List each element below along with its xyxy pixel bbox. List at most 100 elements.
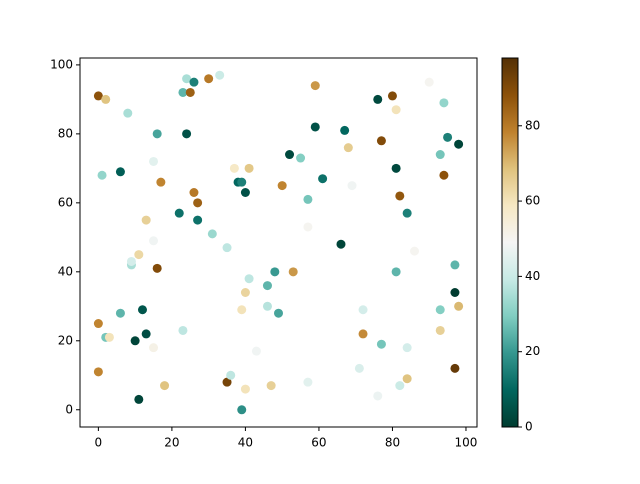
scatter-point xyxy=(310,122,320,132)
scatter-point xyxy=(454,301,464,311)
y-tick-label: 0 xyxy=(65,402,73,416)
scatter-point xyxy=(237,405,247,415)
scatter-point xyxy=(226,370,236,380)
scatter-point xyxy=(215,70,225,80)
x-tick-label: 60 xyxy=(311,436,326,450)
scatter-point xyxy=(93,91,103,101)
scatter-point xyxy=(251,346,261,356)
scatter-point xyxy=(288,267,298,277)
x-tick-label: 0 xyxy=(95,436,103,450)
scatter-point xyxy=(285,150,295,160)
scatter-point xyxy=(97,170,107,180)
x-tick-label: 80 xyxy=(385,436,400,450)
scatter-point xyxy=(358,329,368,339)
scatter-point xyxy=(450,260,460,270)
scatter-point xyxy=(402,374,412,384)
colorbar-tick-label: 20 xyxy=(525,344,540,358)
scatter-point xyxy=(115,167,125,177)
scatter-point xyxy=(178,87,188,97)
scatter-point xyxy=(152,263,162,273)
scatter-point xyxy=(391,267,401,277)
scatter-point xyxy=(402,208,412,218)
scatter-point xyxy=(115,308,125,318)
scatter-point xyxy=(303,377,313,387)
scatter-point xyxy=(266,381,276,391)
scatter-point xyxy=(373,391,383,401)
y-tick-label: 60 xyxy=(58,195,73,209)
scatter-point xyxy=(123,108,133,118)
scatter-point xyxy=(130,336,140,346)
scatter-point xyxy=(204,74,214,84)
scatter-point xyxy=(454,139,464,149)
scatter-point xyxy=(104,332,114,342)
scatter-point xyxy=(435,325,445,335)
scatter-point xyxy=(189,77,199,87)
scatter-point xyxy=(395,381,405,391)
x-tick-label: 40 xyxy=(238,436,253,450)
scatter-point xyxy=(240,187,250,197)
scatter-point xyxy=(244,163,254,173)
scatter-point xyxy=(149,236,159,246)
scatter-point xyxy=(93,319,103,329)
scatter-point xyxy=(354,363,364,373)
scatter-point xyxy=(439,170,449,180)
scatter-point xyxy=(101,94,111,104)
scatter-point xyxy=(185,87,195,97)
y-tick-label: 80 xyxy=(58,126,73,140)
scatter-point xyxy=(443,132,453,142)
scatter-point xyxy=(410,246,420,256)
scatter-point xyxy=(347,181,357,191)
scatter-point xyxy=(303,222,313,232)
scatter-point xyxy=(137,305,147,315)
scatter-point xyxy=(435,305,445,315)
x-tick-label: 100 xyxy=(455,436,478,450)
scatter-point xyxy=(310,81,320,91)
scatter-point xyxy=(376,339,386,349)
scatter-point xyxy=(274,308,283,318)
scatter-point xyxy=(402,343,412,353)
scatter-point xyxy=(174,208,184,218)
scatter-point xyxy=(182,129,192,139)
scatter-point xyxy=(376,136,386,146)
colorbar-tick-label: 0 xyxy=(525,420,533,434)
scatter-point xyxy=(439,98,449,108)
scatter-point xyxy=(424,77,434,87)
scatter-point xyxy=(207,229,217,239)
scatter-point xyxy=(340,125,350,135)
scatter-point xyxy=(395,191,405,201)
scatter-point xyxy=(435,150,445,160)
colorbar xyxy=(501,57,519,428)
scatter-point xyxy=(391,163,401,173)
y-tick-label: 40 xyxy=(58,264,73,278)
scatter-point xyxy=(134,250,144,260)
scatter-point xyxy=(193,215,203,225)
colorbar-tick-label: 80 xyxy=(525,118,540,132)
scatter-point xyxy=(262,281,272,291)
scatter-point xyxy=(270,267,280,277)
scatter-point xyxy=(296,153,306,163)
x-tick-label: 20 xyxy=(164,436,179,450)
colorbar-tick-label: 40 xyxy=(525,269,540,283)
scatter-point xyxy=(240,288,250,298)
scatter-point xyxy=(391,105,401,115)
y-tick-label: 20 xyxy=(58,333,73,347)
scatter-point xyxy=(178,325,188,335)
scatter-point xyxy=(450,363,460,373)
scatter-point xyxy=(222,243,232,253)
scatter-point xyxy=(149,156,159,166)
scatter-point xyxy=(336,239,346,249)
scatter-point xyxy=(134,394,144,404)
scatter-point xyxy=(358,305,368,315)
scatter-point xyxy=(93,367,103,377)
scatter-point xyxy=(222,377,232,387)
scatter-point xyxy=(152,129,162,139)
scatter-point xyxy=(240,384,250,394)
scatter-point xyxy=(343,143,353,153)
scatter-point xyxy=(149,343,159,353)
scatter-point xyxy=(277,181,287,191)
scatter-point xyxy=(387,91,397,101)
scatter-point xyxy=(193,198,203,208)
scatter-point xyxy=(182,74,192,84)
scatter-point xyxy=(160,381,170,391)
